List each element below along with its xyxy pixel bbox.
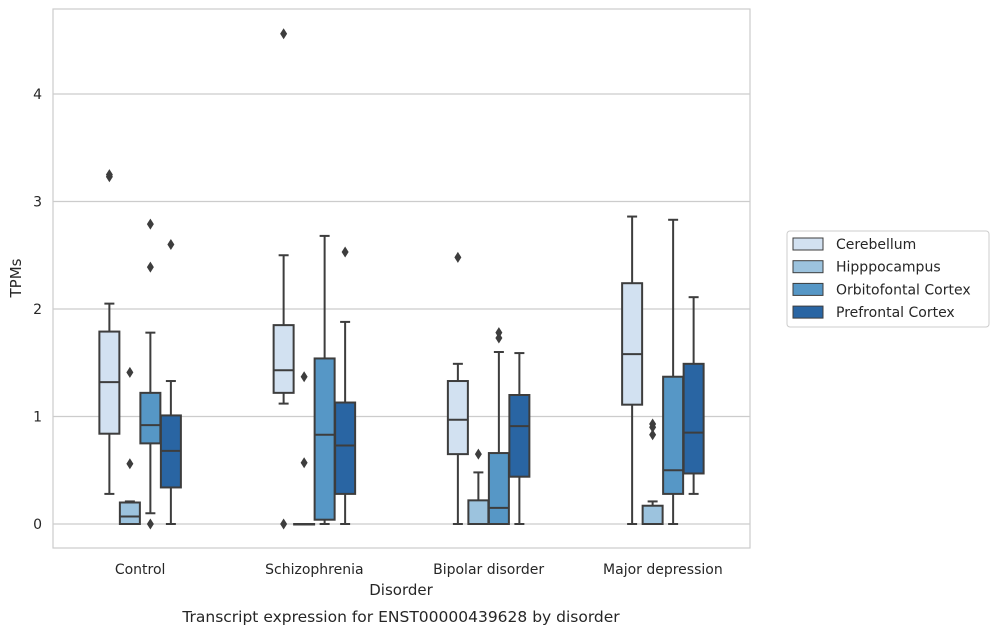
y-tick-label: 4 (33, 87, 42, 103)
box-body (139, 391, 162, 445)
legend-swatch (792, 237, 824, 251)
outlier-point (300, 457, 308, 469)
box (334, 246, 357, 525)
box (682, 296, 705, 495)
legend-entry: Prefrontal Cortex (792, 305, 955, 321)
outlier-point (146, 518, 154, 530)
outlier-point (300, 371, 308, 383)
grid-lines (53, 93, 750, 525)
x-tick-label: Schizophrenia (265, 562, 363, 578)
outlier-point (126, 458, 134, 470)
y-axis-ticks: 0 1 2 3 4 (33, 87, 42, 533)
series-orbitofontal-cortex (139, 218, 685, 530)
y-tick-label: 1 (33, 410, 42, 426)
box (159, 239, 182, 525)
outlier-point (167, 239, 175, 250)
x-tick-label: Bipolar disorder (433, 562, 544, 578)
box-body (313, 357, 336, 521)
box (621, 215, 644, 525)
series-hipppocampus (118, 366, 664, 526)
figure-caption: Transcript expression for ENST0000043962… (181, 608, 620, 626)
legend-label: Prefrontal Cortex (836, 305, 955, 321)
legend-swatch (792, 282, 824, 296)
legend-label: Cerebellum (836, 237, 916, 253)
box-body (446, 380, 469, 456)
plot-frame (52, 8, 751, 549)
box (293, 371, 316, 526)
box-body (641, 504, 664, 526)
box (487, 327, 510, 525)
box-body (467, 499, 490, 526)
x-tick-label: Control (115, 562, 166, 578)
outlier-point (280, 518, 288, 530)
box-body (662, 375, 685, 495)
box-body (508, 394, 531, 478)
box (446, 251, 469, 525)
y-tick-label: 0 (33, 517, 42, 533)
legend-entry: Orbitofontal Cortex (792, 282, 971, 298)
box-body (118, 501, 141, 525)
y-axis-label: TPMs (7, 258, 25, 298)
box-body (334, 401, 357, 495)
legend-swatch (792, 305, 824, 319)
box-body (272, 324, 295, 394)
box (641, 418, 664, 526)
outlier-point (146, 218, 154, 230)
outlier-point (495, 327, 503, 339)
box (467, 448, 490, 526)
outlier-point (126, 366, 134, 378)
outlier-point (454, 251, 462, 263)
legend-frame (786, 230, 990, 328)
legend-label: Hipppocampus (836, 260, 941, 276)
y-tick-label: 2 (33, 302, 42, 318)
series-prefrontal-cortex (159, 239, 705, 525)
legend-swatch (792, 260, 824, 274)
box (313, 234, 336, 525)
outlier-point (341, 246, 349, 258)
box (139, 218, 162, 530)
legend: Cerebellum Hipppocampus Orbitofontal Corte… (786, 230, 990, 328)
box (272, 28, 295, 530)
x-axis-ticks: Control Schizophrenia Bipolar disorder Majo… (115, 562, 723, 578)
box (118, 366, 141, 525)
x-axis-label: Disorder (369, 581, 433, 599)
outlier-point (280, 28, 288, 40)
outlier-point (146, 261, 154, 273)
box (98, 169, 121, 495)
box (662, 218, 685, 525)
series-cerebellum (98, 28, 644, 530)
outlier-point (649, 429, 657, 441)
box-body (621, 282, 644, 406)
box-body (682, 362, 705, 475)
box (508, 352, 531, 525)
box-plot-series (98, 28, 705, 530)
legend-entry: Cerebellum (792, 237, 916, 253)
legend-entry: Hipppocampus (792, 260, 941, 276)
outlier-point (474, 448, 482, 460)
y-tick-label: 3 (33, 195, 42, 211)
box-body (487, 452, 510, 525)
x-tick-label: Major depression (603, 562, 723, 578)
legend-label: Orbitofontal Cortex (836, 282, 971, 298)
outlier-point (105, 169, 113, 181)
outlier-point (649, 418, 657, 430)
